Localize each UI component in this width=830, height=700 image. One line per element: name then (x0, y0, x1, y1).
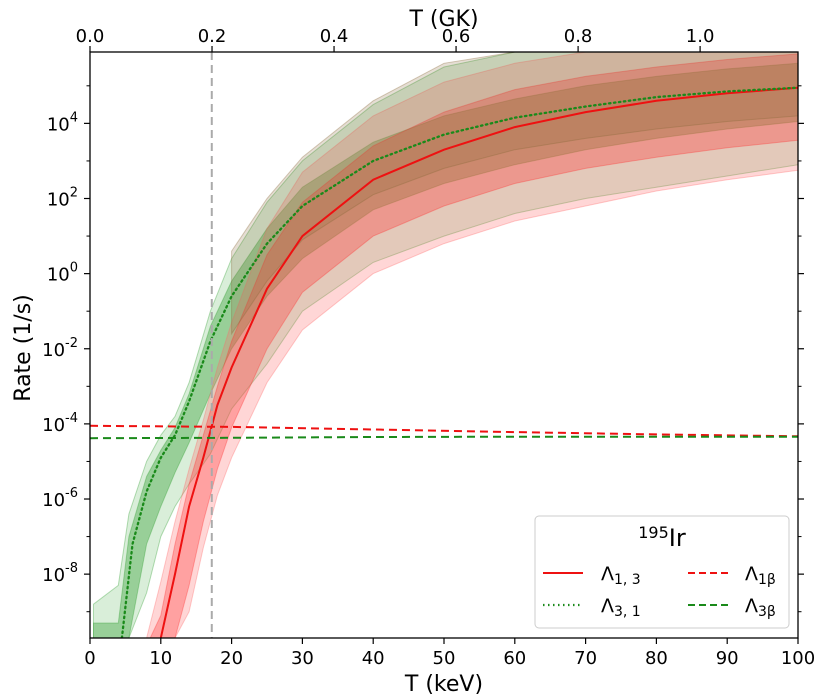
y-tick-label: 102 (47, 186, 78, 211)
y-axis-label: Rate (1/s) (11, 294, 36, 401)
series-line-2 (90, 424, 798, 438)
x-tick-label: 60 (503, 648, 526, 669)
y-tick-label: 100 (47, 261, 78, 286)
x-axis-label: T (keV) (404, 672, 483, 697)
legend-label-lam13: Λ1, 3 (601, 563, 641, 588)
top-tick-label: 0.8 (564, 26, 593, 47)
x-tick-label: 0 (84, 648, 95, 669)
legend-label-lam1b: Λ1β (745, 563, 776, 588)
y-ticks: 10-8 10-6 10-4 10-2 100 102 104 (42, 85, 804, 613)
band-2 (146, 52, 798, 638)
top-tick-label: 1.0 (686, 26, 715, 47)
top-ticks: 0.0 0.2 0.4 0.6 0.8 1.0 (76, 26, 715, 52)
legend-title: 195Ir (638, 523, 686, 552)
legend-label-lam31: Λ3, 1 (601, 595, 641, 620)
legend-title-sup: 195 (638, 523, 669, 542)
x-ticks: 0 10 20 30 40 50 60 70 80 90 100 (84, 638, 815, 669)
top-axis-label: T (GK) (408, 7, 478, 32)
legend-title-main: Ir (669, 524, 686, 552)
top-tick-label: 0.2 (198, 26, 227, 47)
band-1 (93, 62, 798, 638)
x-tick-label: 30 (291, 648, 314, 669)
x-tick-label: 100 (781, 648, 815, 669)
legend-label-lam3b: Λ3β (745, 595, 776, 620)
band-4 (231, 52, 798, 336)
x-tick-label: 50 (433, 648, 456, 669)
top-tick-label: 0.0 (76, 26, 105, 47)
series-line-3 (90, 435, 798, 440)
y-tick-label: 10-6 (42, 486, 78, 511)
legend-box (534, 515, 790, 629)
series-layer (90, 86, 798, 638)
y-tick-label: 104 (47, 110, 78, 135)
top-tick-label: 0.4 (320, 26, 349, 47)
x-tick-label: 10 (149, 648, 172, 669)
x-tick-label: 20 (220, 648, 243, 669)
series-line-0 (159, 86, 798, 638)
x-tick-label: 80 (645, 648, 668, 669)
top-tick-label: 0.6 (442, 26, 471, 47)
x-tick-label: 40 (362, 648, 385, 669)
y-tick-label: 10-4 (42, 411, 78, 436)
x-tick-label: 90 (716, 648, 739, 669)
y-tick-label: 10-8 (42, 561, 78, 586)
x-tick-label: 70 (574, 648, 597, 669)
band-0 (93, 52, 798, 638)
y-tick-label: 10-2 (42, 336, 78, 361)
legend: 195Ir Λ1, 3 Λ3, 1 Λ1β Λ3β (534, 515, 790, 629)
series-line-1 (120, 86, 798, 638)
